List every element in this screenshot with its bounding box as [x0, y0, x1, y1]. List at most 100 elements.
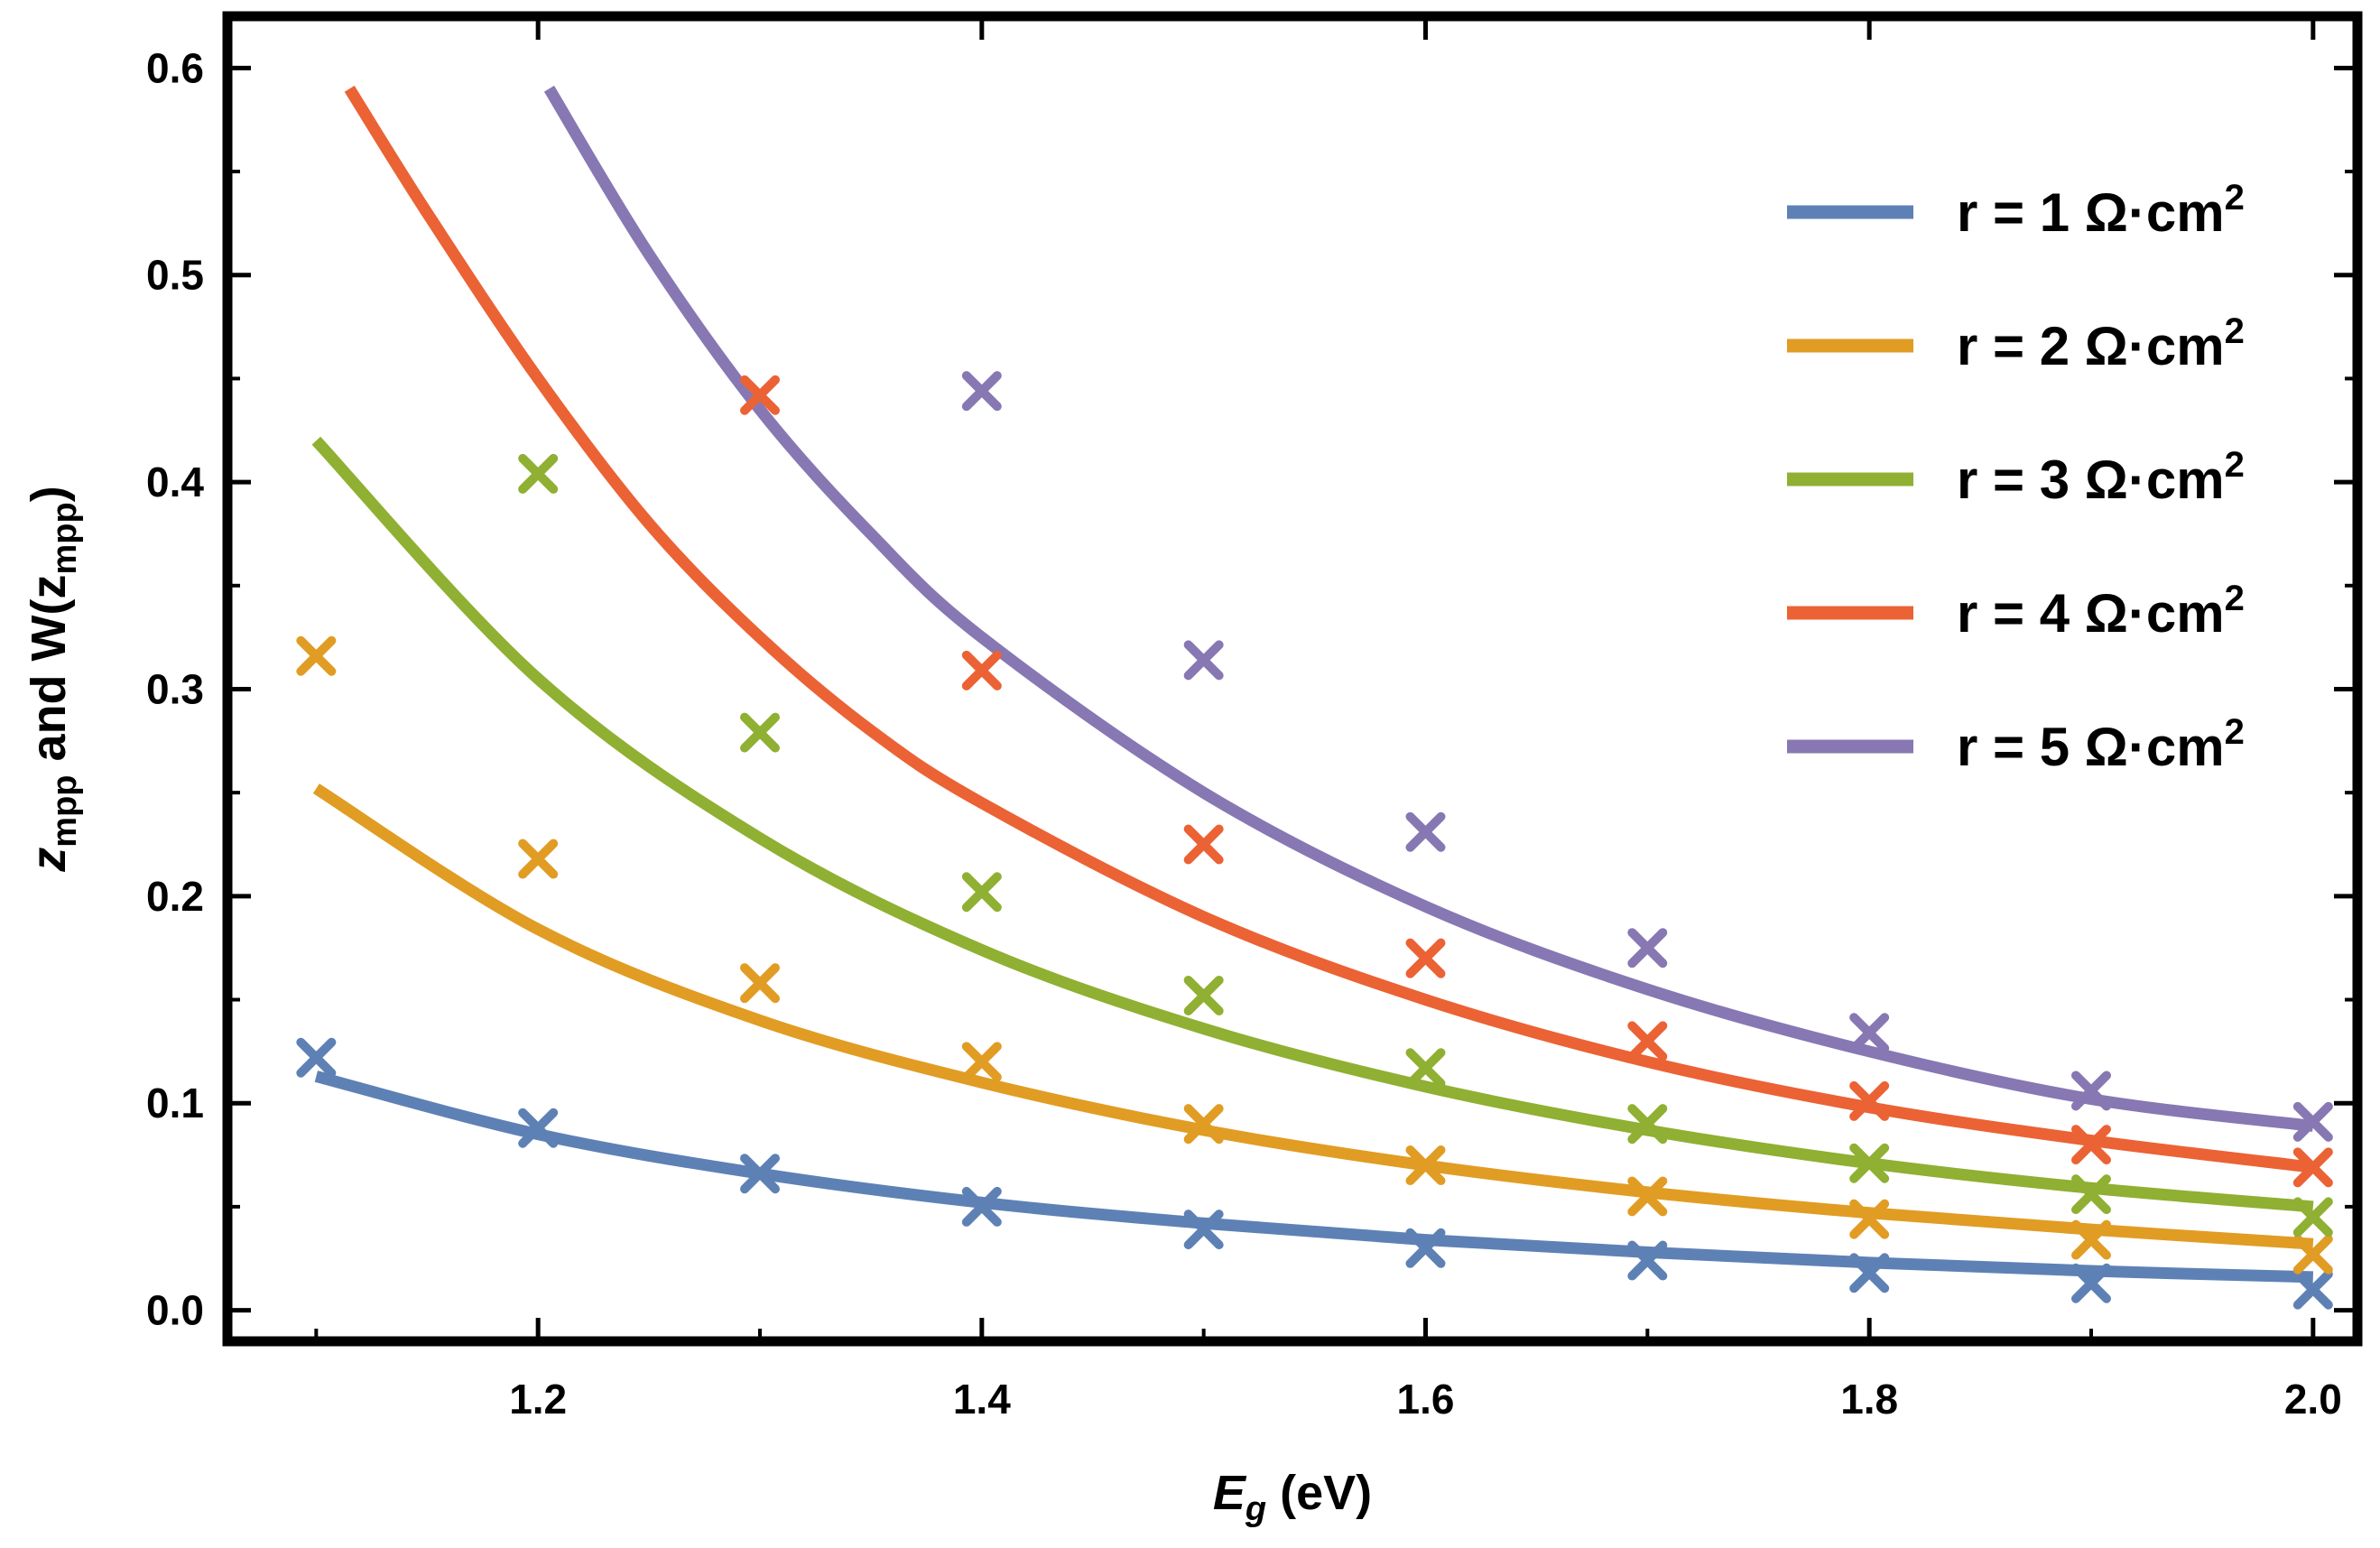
marker-stroke [1183, 824, 1224, 865]
y-axis-title-p2: and W(z [22, 575, 76, 775]
y-tick-label: 0.3 [146, 665, 204, 712]
x-axis-title-sub: g [1245, 1490, 1266, 1528]
y-axis-title-s1: mpp [46, 774, 84, 847]
data-point [1627, 928, 1668, 969]
marker-stroke [1183, 1104, 1224, 1145]
data-point [2071, 1071, 2111, 1111]
marker-stroke [740, 375, 780, 415]
data-point [740, 963, 780, 1004]
marker-stroke [518, 839, 559, 879]
x-tick-label: 1.2 [509, 1376, 567, 1423]
data-point [2292, 1147, 2333, 1188]
marker-stroke [1627, 1021, 1668, 1061]
marker-stroke [2292, 1269, 2333, 1310]
marker-stroke [1849, 1013, 1890, 1053]
y-axis-title: zmpp and W(zmpp) [22, 486, 84, 872]
marker-stroke [2292, 1197, 2333, 1237]
data-point [1627, 1240, 1668, 1281]
x-axis-title: Eg (eV) [1213, 1466, 1372, 1528]
data-point [961, 872, 1002, 913]
marker-stroke [961, 1186, 1002, 1227]
legend-text: r = 2 Ω·cm [1957, 316, 2225, 376]
x-axis-title-rest: (eV) [1266, 1466, 1372, 1520]
marker-stroke [1405, 1048, 1446, 1089]
data-point [518, 1108, 559, 1148]
marker-stroke [1849, 1253, 1890, 1293]
data-point [961, 371, 1002, 412]
marker-stroke [2292, 1101, 2333, 1142]
legend-text: r = 5 Ω·cm [1957, 717, 2225, 777]
y-tick-label: 0.5 [146, 252, 204, 299]
marker-stroke [740, 963, 780, 1004]
marker-stroke [2071, 1219, 2111, 1260]
legend-text: r = 1 Ω·cm [1957, 182, 2225, 243]
data-point [1627, 1176, 1668, 1217]
series-line-1 [314, 1071, 2314, 1284]
legend-text: r = 4 Ω·cm [1957, 583, 2225, 644]
series-line-5 [543, 85, 2314, 1132]
y-axis-title-s2: mpp [46, 502, 84, 574]
data-point [2292, 1234, 2333, 1275]
legend-label-2: r = 2 Ω·cm2 [1957, 311, 2245, 376]
y-tick-label: 0.6 [146, 44, 204, 91]
x-axis-ticks: 1.2 1.4 1.6 1.8 2.0 [314, 16, 2342, 1423]
marker-stroke [740, 712, 780, 753]
data-point [1183, 1210, 1224, 1250]
legend-superscript: 2 [2225, 579, 2245, 618]
data-point [1183, 1104, 1224, 1145]
legend-superscript: 2 [2225, 178, 2245, 218]
plot-frame [222, 11, 2363, 1347]
data-point [1849, 1080, 1890, 1121]
y-tick-label: 0.0 [146, 1287, 204, 1334]
data-point [2071, 1174, 2111, 1215]
x-tick-label: 1.6 [1397, 1376, 1455, 1423]
data-point [1849, 1013, 1890, 1053]
marker-stroke [1627, 1176, 1668, 1217]
marker-stroke [961, 1042, 1002, 1082]
marker-stroke [2292, 1234, 2333, 1275]
marker-stroke [1849, 1143, 1890, 1183]
marker-stroke [2071, 1174, 2111, 1215]
marker-stroke [1183, 640, 1224, 681]
x-tick-label: 2.0 [2284, 1376, 2342, 1423]
marker-stroke [296, 635, 337, 676]
x-tick-label: 1.4 [953, 1376, 1011, 1423]
data-point [961, 1186, 1002, 1227]
marker-stroke [1183, 975, 1224, 1015]
data-point [2071, 1125, 2111, 1165]
data-point [740, 712, 780, 753]
marker-stroke [1405, 938, 1446, 978]
marker-stroke [1849, 1199, 1890, 1239]
marker-stroke [1627, 1104, 1668, 1145]
marker-stroke [2071, 1071, 2111, 1111]
series-markers [296, 371, 2333, 1310]
marker-stroke [2071, 1125, 2111, 1165]
data-point [1405, 811, 1446, 852]
data-point [740, 375, 780, 415]
data-point [961, 650, 1002, 691]
marker-stroke [1405, 1228, 1446, 1268]
marker-stroke [1183, 1210, 1224, 1250]
marker-stroke [518, 1108, 559, 1148]
data-point [1183, 640, 1224, 681]
data-point [1405, 1048, 1446, 1089]
data-point [2292, 1101, 2333, 1142]
data-point [1849, 1253, 1890, 1293]
data-point [296, 1037, 337, 1078]
legend-superscript: 2 [2225, 445, 2245, 485]
marker-stroke [1627, 1240, 1668, 1281]
data-point [1405, 938, 1446, 978]
marker-stroke [518, 453, 559, 494]
marker-stroke [2292, 1147, 2333, 1188]
data-point [518, 839, 559, 879]
data-point [1849, 1199, 1890, 1239]
data-point [2071, 1263, 2111, 1303]
x-tick-label: 1.8 [1840, 1376, 1898, 1423]
data-point [2292, 1197, 2333, 1237]
data-point [961, 1042, 1002, 1082]
data-point [1627, 1104, 1668, 1145]
data-point [2292, 1269, 2333, 1310]
legend-label-1: r = 1 Ω·cm2 [1957, 178, 2245, 243]
legend-label-4: r = 4 Ω·cm2 [1957, 579, 2245, 644]
